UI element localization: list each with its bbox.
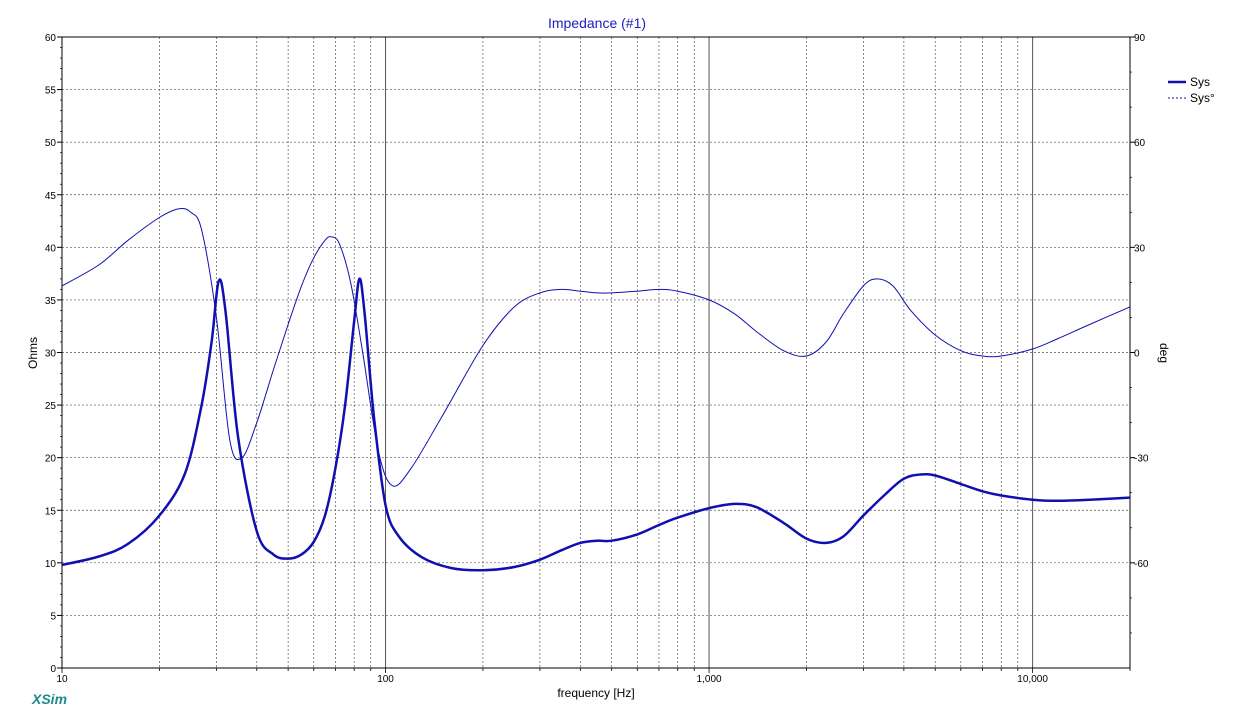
y-tick-label: 5 <box>50 611 56 622</box>
y2-tick-label: -30 <box>1134 454 1149 465</box>
y-tick-label: 55 <box>45 86 57 97</box>
y-tick-label: 60 <box>45 33 57 44</box>
xsim-logo: XSim <box>32 691 68 707</box>
legend: Sys Sys° <box>1168 75 1215 105</box>
axes: 0 5 10 15 20 25 30 35 40 45 50 55 60 -60 -30 0 30 60 90 10 1… <box>45 33 1149 685</box>
y-tick-label: 45 <box>45 191 57 202</box>
legend-label-sys: Sys <box>1190 75 1210 89</box>
grid <box>62 37 1130 668</box>
y2-tick-label: 60 <box>1134 138 1146 149</box>
x-tick-label: 100 <box>377 674 394 685</box>
series-line-sys-phase <box>61 207 1131 487</box>
y2-tick-label: -60 <box>1134 559 1149 570</box>
y-tick-label: 0 <box>50 664 56 675</box>
y2-tick-label: 30 <box>1134 243 1146 254</box>
y-tick-label: 30 <box>45 349 57 360</box>
y-tick-label: 25 <box>45 401 57 412</box>
legend-label-sys-phase: Sys° <box>1190 91 1215 105</box>
y-axis-label: Ohms <box>26 337 40 369</box>
y-tick-label: 35 <box>45 296 57 307</box>
x-tick-label: 1,000 <box>697 674 722 685</box>
x-tick-label: 10 <box>56 674 68 685</box>
y2-axis-label: deg <box>1157 343 1171 363</box>
y-tick-label: 50 <box>45 138 57 149</box>
y2-tick-label: 0 <box>1134 349 1140 360</box>
x-tick-label: 10,000 <box>1017 674 1048 685</box>
series-line-sys <box>61 277 1131 572</box>
y-tick-label: 15 <box>45 506 57 517</box>
y2-tick-label: 90 <box>1134 33 1146 44</box>
series-layer <box>61 207 1131 572</box>
y-tick-label: 10 <box>45 559 57 570</box>
chart-title: Impedance (#1) <box>548 15 646 31</box>
y-tick-label: 40 <box>45 243 57 254</box>
y-tick-label: 20 <box>45 454 57 465</box>
x-axis-label: frequency [Hz] <box>557 686 634 700</box>
